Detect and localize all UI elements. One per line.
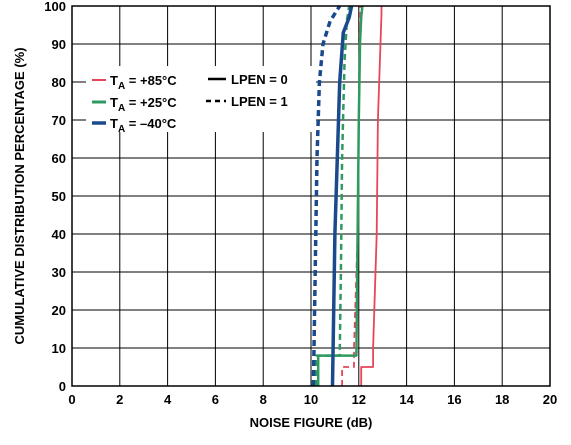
y-tick-label: 90 bbox=[52, 37, 66, 52]
legend-t85: TA = +85°C bbox=[110, 73, 177, 92]
series-group bbox=[311, 5, 383, 387]
x-tick-label: 12 bbox=[352, 392, 366, 407]
x-tick-label: 18 bbox=[495, 392, 509, 407]
y-tick-label: 20 bbox=[52, 303, 66, 318]
plot-frame bbox=[71, 5, 551, 387]
y-tick-label: 40 bbox=[52, 227, 66, 242]
x-tick-labels: 0 2 4 6 8 10 12 14 16 18 20 bbox=[68, 392, 557, 407]
series-line-5 bbox=[311, 5, 342, 387]
series-line-0 bbox=[360, 6, 383, 386]
x-tick-label: 0 bbox=[68, 392, 75, 407]
y-tick-label: 50 bbox=[52, 189, 66, 204]
y-tick-label: 0 bbox=[59, 379, 66, 394]
x-tick-label: 20 bbox=[543, 392, 557, 407]
legend-lpen1: LPEN = 1 bbox=[231, 94, 288, 109]
series-line-1 bbox=[341, 6, 361, 386]
series-line-2 bbox=[316, 5, 364, 386]
x-tick-label: 10 bbox=[304, 392, 318, 407]
series-line-4 bbox=[330, 5, 354, 387]
legend: TA = +85°C TA = +25°C TA = –40°C LPEN = … bbox=[86, 66, 316, 135]
y-tick-label: 70 bbox=[52, 113, 66, 128]
x-tick-label: 4 bbox=[164, 392, 172, 407]
grid bbox=[71, 5, 551, 387]
legend-lpen0: LPEN = 0 bbox=[231, 72, 288, 87]
y-tick-label: 10 bbox=[52, 341, 66, 356]
x-tick-label: 16 bbox=[447, 392, 461, 407]
y-tick-label: 60 bbox=[52, 151, 66, 166]
legend-box bbox=[86, 66, 316, 132]
y-tick-label: 80 bbox=[52, 75, 66, 90]
y-axis-label: CUMULATIVE DISTRIBUTION PERCENTAGE (%) bbox=[12, 47, 27, 344]
x-axis-label: NOISE FIGURE (dB) bbox=[250, 415, 373, 430]
x-tick-label: 6 bbox=[212, 392, 219, 407]
x-tick-label: 2 bbox=[116, 392, 123, 407]
legend-tm40: TA = –40°C bbox=[110, 116, 177, 135]
x-tick-label: 14 bbox=[399, 392, 414, 407]
x-tick-label: 8 bbox=[260, 392, 267, 407]
y-tick-labels: 0 10 20 30 40 50 60 70 80 90 100 bbox=[44, 0, 66, 394]
y-tick-label: 30 bbox=[52, 265, 66, 280]
legend-t25: TA = +25°C bbox=[110, 95, 177, 114]
y-tick-label: 100 bbox=[44, 0, 66, 14]
